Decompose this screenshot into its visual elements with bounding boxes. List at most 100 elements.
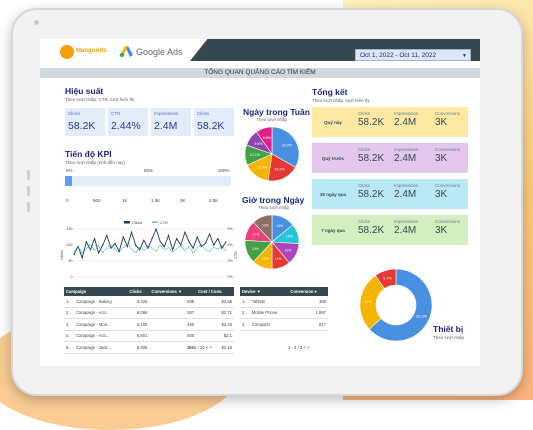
- pie-slice-label: 12%: [286, 235, 293, 239]
- campaign-name: Campaign - Acti...: [74, 330, 128, 342]
- column-header[interactable]: Campaign: [64, 287, 128, 296]
- kpi-value: 58.2K: [197, 120, 225, 132]
- row-index: 3.: [240, 318, 250, 331]
- summary-row-label: 30 ngày qua: [319, 192, 346, 197]
- device-name: Mobile Phone: [249, 307, 289, 319]
- pie-slice-label: 33.2%: [282, 144, 293, 148]
- clicks-point: [151, 238, 153, 240]
- summary-clicks: 58.2K: [358, 189, 385, 200]
- kpi-label: Impressions: [154, 111, 179, 116]
- table-header-row: Campaign Clicks Conversions ▼ Cost / Con…: [64, 287, 234, 296]
- conversion-cell: 1,897: [288, 307, 328, 319]
- pie-slice-label: 19.2%: [274, 167, 285, 171]
- summary-title: Tổng kết: [312, 87, 348, 97]
- y-left-tick-label: 100: [67, 243, 73, 247]
- ctr-series-line: [73, 242, 227, 255]
- prev-page-icon[interactable]: <: [303, 345, 306, 350]
- cost-cell: $2.71: [196, 307, 234, 319]
- column-header[interactable]: Conversion ▾: [288, 287, 328, 296]
- clicks-point: [155, 228, 157, 230]
- table-row[interactable]: 5. Campaign - Jack... 6,405 386 $2.16: [64, 341, 234, 354]
- column-header[interactable]: Conversions ▼: [149, 287, 197, 296]
- summary-clicks: 58.2K: [358, 153, 385, 164]
- cost-cell: $2.43: [196, 318, 234, 331]
- row-index: 1.: [240, 296, 250, 308]
- y-right-axis-label: CTR: [234, 251, 238, 259]
- clicks-point: [171, 249, 174, 251]
- summary-impressions: 2.4M: [394, 117, 417, 128]
- pie-slice-label: 14%: [276, 224, 283, 228]
- row-index: 4.: [64, 330, 75, 342]
- device-pagination[interactable]: 1 - 3 / 3 < >: [288, 345, 309, 350]
- kpi-progress-fill: [65, 176, 72, 186]
- table-row[interactable]: 4. Campaign - Acti... 6,801 400 $2.1: [64, 330, 234, 342]
- kpi-card-impressions: Impressions 2.4M: [151, 108, 191, 136]
- table-row[interactable]: 2. Mobile Phone 1,897: [240, 307, 328, 319]
- y-left-axis-label: Clicks: [60, 250, 64, 260]
- summary-conversions: 3K: [435, 153, 448, 164]
- device-name: Computer: [249, 318, 289, 331]
- prev-page-icon[interactable]: <: [205, 345, 209, 350]
- kpi-value: 2.44%: [111, 120, 141, 132]
- y-left-tick-label: 50: [69, 259, 73, 263]
- hour-title: Giờ trong Ngày: [242, 195, 305, 205]
- clicks-point: [106, 234, 108, 236]
- pie-slice-label: 27%: [364, 300, 372, 304]
- clicks-point: [147, 247, 149, 249]
- summary-subtitle: Theo lượt nhấp, lượt hiển thị: [312, 98, 370, 103]
- summary-col-label: Impressions: [394, 219, 419, 224]
- pie-slice: [374, 268, 397, 290]
- summary-col-label: Conversions: [435, 147, 461, 152]
- clicks-point: [118, 250, 120, 252]
- summary-col-label: Impressions: [394, 147, 419, 152]
- table-row[interactable]: 3. Computer 817: [240, 318, 328, 331]
- campaign-pagination[interactable]: 1 - 5 / 10 < >: [188, 345, 212, 350]
- summary-row-30-days: 30 ngày qua Clicks 58.2K Impressions 2.4…: [312, 179, 468, 209]
- y-left-tick-label: 150: [67, 227, 73, 231]
- column-header[interactable]: Clicks: [127, 287, 150, 296]
- campaign-name: Campaign - Moo...: [74, 318, 128, 331]
- pie-slice: [271, 126, 300, 168]
- row-index: 2.: [240, 307, 250, 319]
- y-right-tick-label: 2%: [228, 259, 234, 263]
- column-header[interactable]: Device ▼: [240, 287, 289, 296]
- kpi-progress-track: [65, 176, 231, 186]
- next-page-icon[interactable]: >: [307, 345, 310, 350]
- summary-row-7-days: 7 ngày qua Clicks 58.2K Impressions 2.4M…: [312, 215, 468, 245]
- kpi-label: Clicks: [197, 111, 209, 116]
- kpi-progress-title: Tiến độ KPI: [65, 149, 112, 159]
- y-right-tick-label: 6%: [228, 227, 234, 231]
- column-header[interactable]: Cost / Conv.: [196, 287, 234, 296]
- y-left-tick-label: 0: [71, 275, 73, 279]
- clicks-point: [102, 244, 104, 246]
- clicks-point: [204, 242, 207, 244]
- side-button: [27, 186, 30, 196]
- axis-label: 1K: [122, 198, 128, 203]
- scale-label: 0%: [66, 168, 73, 173]
- date-range-picker[interactable]: Oct 1, 2022 - Oct 11, 2022 ▼: [355, 49, 471, 61]
- clicks-point: [110, 247, 112, 249]
- axis-label: 2.5K: [209, 198, 219, 203]
- clicks-cell: 6,405: [127, 341, 150, 354]
- clicks-ctr-trend-chart: Clicks CTR Clicks CTR 0 50 100 150 0% 2% 4% 6%: [60, 221, 238, 279]
- summary-row-label: Quý trước: [321, 156, 345, 161]
- device-name: Tablets: [249, 296, 289, 308]
- table-row[interactable]: 1. Campaign - Baking 8,426 588 $2.68: [64, 296, 234, 308]
- clicks-point: [167, 234, 170, 236]
- conversions-cell: 588: [149, 296, 197, 308]
- devices-subtitle: Theo lượt nhấp: [433, 335, 464, 340]
- table-row[interactable]: 2. Campaign - Acti... 6,086 557 $2.71: [64, 307, 234, 319]
- pager-text: 1 - 5 / 10: [188, 345, 205, 350]
- clicks-point: [122, 236, 124, 238]
- next-page-icon[interactable]: >: [209, 345, 212, 350]
- clicks-point: [208, 233, 211, 235]
- clicks-point: [184, 231, 186, 233]
- conversions-cell: 386: [149, 341, 197, 354]
- clicks-point: [196, 236, 198, 238]
- table-row[interactable]: 3. Campaign - Moo... 6,105 455 $2.43: [64, 318, 234, 331]
- table-row[interactable]: 1. Tablets 385: [240, 296, 328, 308]
- pie-slice-label: 9.8%: [254, 142, 263, 146]
- axis-label: 2K: [180, 198, 186, 203]
- kpi-value: 2.4M: [154, 120, 178, 132]
- table-header-row: Device ▼ Conversion ▾: [240, 287, 328, 296]
